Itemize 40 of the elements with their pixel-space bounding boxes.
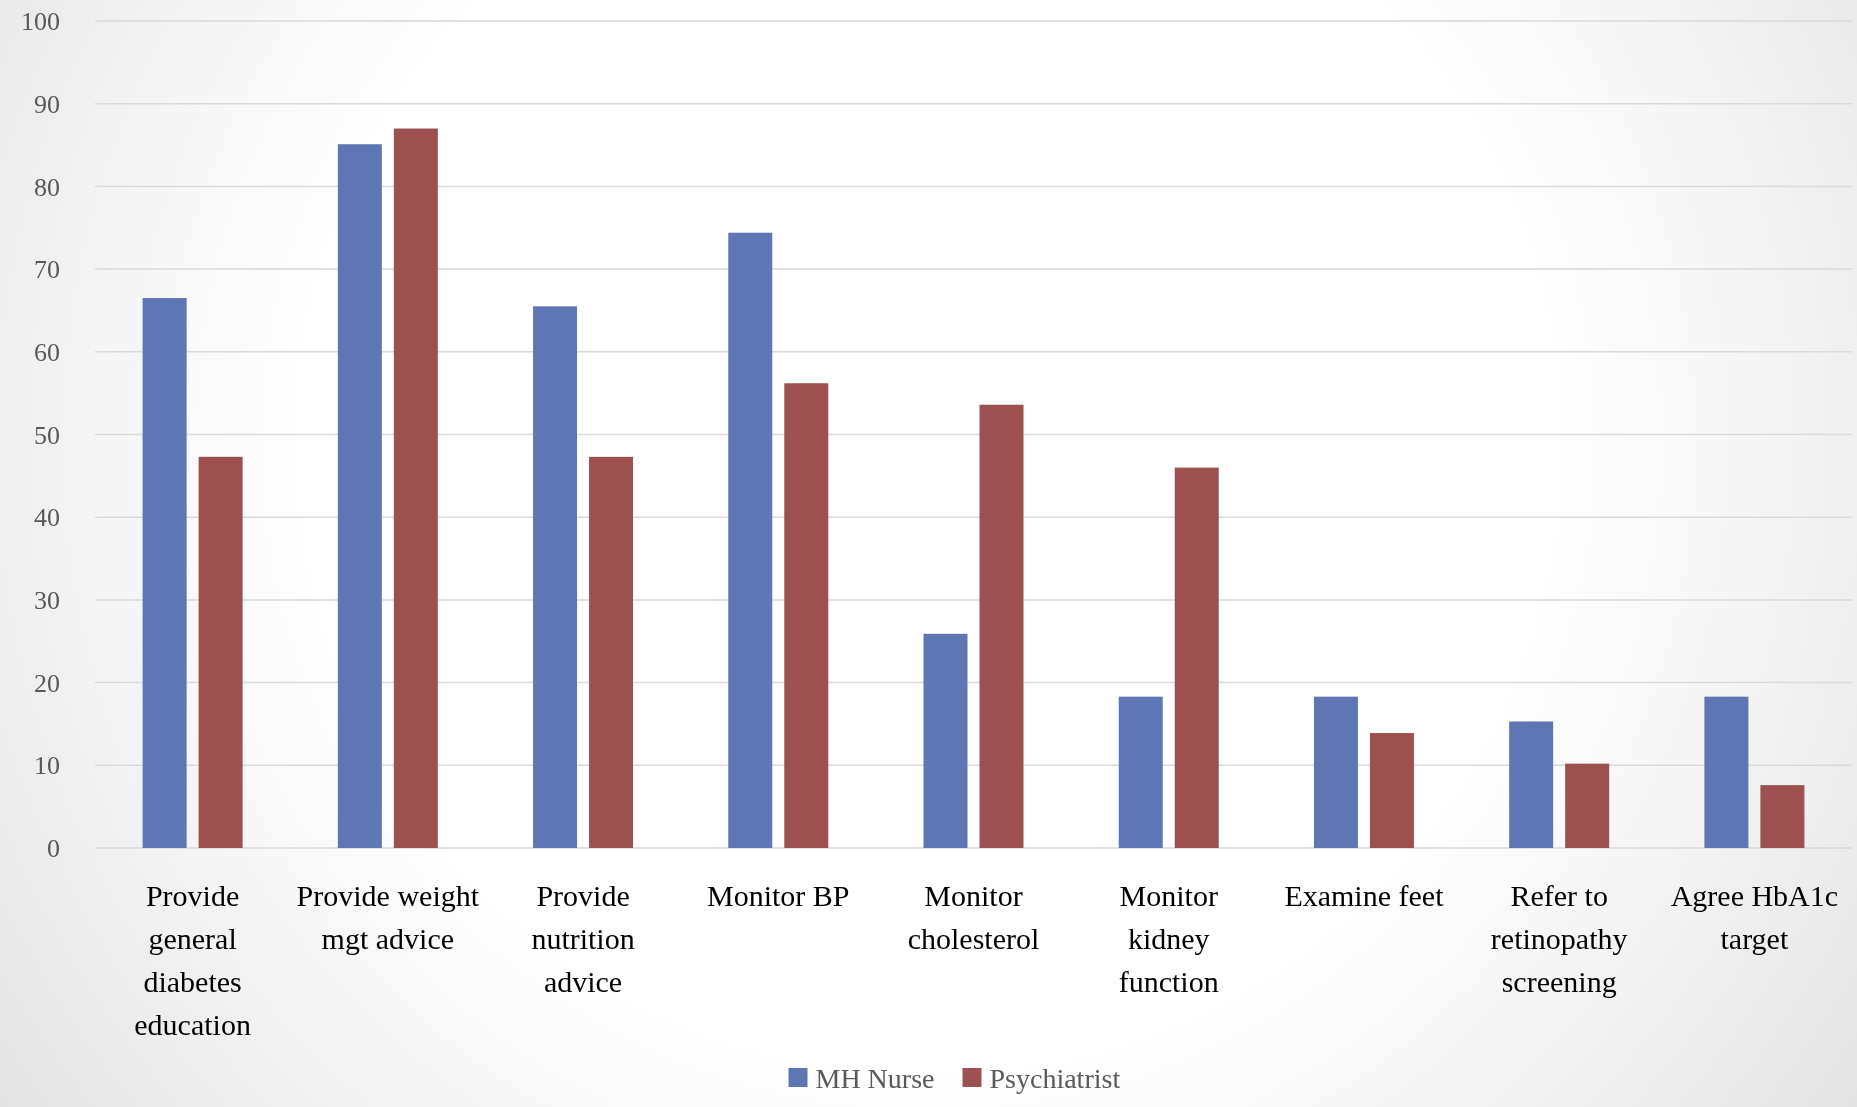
x-tick-label: Provide nutrition advice [531,879,635,998]
bar [142,298,187,848]
y-tick-label: 50 [34,420,60,450]
x-tick-label: Provide general diabetes education [134,879,251,1041]
bar [1565,763,1610,848]
legend-label: Psychiatrist [989,1062,1121,1094]
y-tick-label: 80 [34,172,60,202]
legend-label: MH Nurse [815,1062,935,1094]
bar [923,633,968,848]
x-tick-label: Provide weight mgt advice [296,879,480,955]
x-tick-label: Monitor kidney function [1118,879,1219,998]
bar [1509,721,1554,848]
bar [1369,733,1414,848]
x-tick-label: Monitor cholesterol [907,879,1040,955]
bar [533,306,578,848]
y-tick-label: 0 [47,834,60,864]
y-tick-label: 90 [34,89,60,119]
bar [1704,696,1749,848]
bar [589,456,634,848]
y-tick-label: 20 [34,668,60,698]
x-tick-label: Examine feet [1284,879,1445,912]
x-tick-label: Monitor BP [707,879,850,912]
y-tick-label: 100 [21,7,60,37]
bar [1118,696,1163,848]
y-tick-label: 60 [34,337,60,367]
bar [393,128,438,848]
y-tick-label: 40 [34,503,60,533]
bar [1174,467,1219,848]
bar [784,383,829,848]
y-tick-label: 30 [34,586,60,615]
y-tick-label: 10 [34,751,60,781]
x-tick-label: Agree HbA1c target [1670,879,1839,955]
x-tick-label: Refer to retinopathy screening [1490,879,1628,998]
y-tick-label: 70 [34,255,60,285]
bar [979,404,1024,848]
bar [728,232,773,848]
bar [1313,696,1358,848]
bar [337,144,382,848]
bar [1760,785,1805,848]
bar [198,456,243,848]
